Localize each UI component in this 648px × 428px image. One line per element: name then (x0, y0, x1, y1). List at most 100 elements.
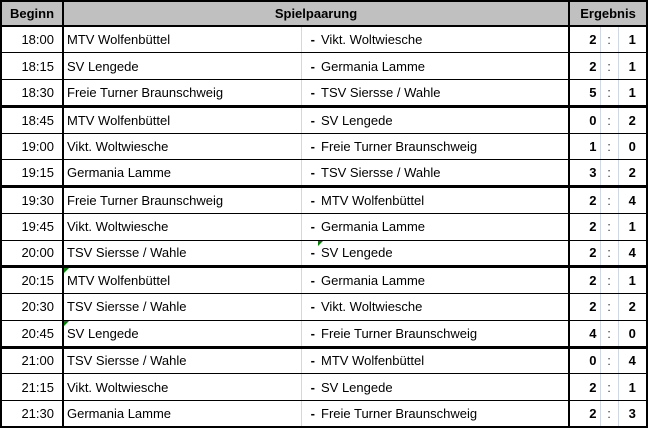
away-score-cell[interactable]: 1 (618, 26, 648, 54)
score-divider-cell[interactable]: : (600, 240, 619, 269)
match-time-cell[interactable]: 18:00 (1, 26, 64, 54)
score-divider-cell[interactable]: : (600, 213, 619, 241)
home-score-cell[interactable]: 5 (569, 79, 601, 108)
home-score-cell[interactable]: 2 (569, 400, 601, 428)
column-header-beginn[interactable]: Beginn (1, 1, 64, 27)
pairing-separator[interactable]: - (301, 240, 318, 269)
home-score-cell[interactable]: 2 (569, 52, 601, 80)
away-score-cell[interactable]: 1 (618, 52, 648, 80)
away-team-cell[interactable]: Freie Turner Braunschweig (318, 320, 571, 349)
away-score-cell[interactable]: 1 (618, 266, 648, 294)
away-team-cell[interactable]: Germania Lamme (318, 266, 571, 294)
match-time-cell[interactable]: 20:15 (1, 266, 64, 294)
home-score-cell[interactable]: 2 (569, 240, 601, 269)
match-time-cell[interactable]: 19:30 (1, 186, 64, 214)
home-score-cell[interactable]: 2 (569, 213, 601, 241)
away-team-cell[interactable]: SV Lengede (318, 106, 571, 134)
away-team-cell[interactable]: Germania Lamme (318, 52, 571, 80)
home-team-cell[interactable]: Vikt. Woltwiesche (63, 213, 302, 241)
pairing-separator[interactable]: - (301, 266, 318, 294)
home-team-cell[interactable]: SV Lengede (63, 52, 302, 80)
away-team-cell[interactable]: Vikt. Woltwiesche (318, 26, 571, 54)
home-team-cell[interactable]: MTV Wolfenbüttel (63, 266, 302, 294)
home-team-cell[interactable]: Vikt. Woltwiesche (63, 133, 302, 161)
pairing-separator[interactable]: - (301, 133, 318, 161)
away-score-cell[interactable]: 1 (618, 213, 648, 241)
pairing-separator[interactable]: - (301, 400, 318, 428)
pairing-separator[interactable]: - (301, 213, 318, 241)
home-team-cell[interactable]: MTV Wolfenbüttel (63, 26, 302, 54)
home-team-cell[interactable]: TSV Siersse / Wahle (63, 240, 302, 269)
pairing-separator[interactable]: - (301, 159, 318, 188)
home-team-cell[interactable]: MTV Wolfenbüttel (63, 106, 302, 134)
score-divider-cell[interactable]: : (600, 320, 619, 349)
match-time-cell[interactable]: 21:15 (1, 373, 64, 401)
away-score-cell[interactable]: 3 (618, 400, 648, 428)
home-score-cell[interactable]: 3 (569, 159, 601, 188)
score-divider-cell[interactable]: : (600, 400, 619, 428)
home-score-cell[interactable]: 2 (569, 186, 601, 214)
pairing-separator[interactable]: - (301, 52, 318, 80)
home-score-cell[interactable]: 0 (569, 106, 601, 134)
match-time-cell[interactable]: 19:15 (1, 159, 64, 188)
score-divider-cell[interactable]: : (600, 159, 619, 188)
away-team-cell[interactable]: MTV Wolfenbüttel (318, 347, 571, 375)
home-team-cell[interactable]: TSV Siersse / Wahle (63, 347, 302, 375)
away-score-cell[interactable]: 0 (618, 133, 648, 161)
home-team-cell[interactable]: Vikt. Woltwiesche (63, 373, 302, 401)
away-team-cell[interactable]: Vikt. Woltwiesche (318, 293, 571, 321)
away-team-cell[interactable]: Freie Turner Braunschweig (318, 133, 571, 161)
away-score-cell[interactable]: 0 (618, 320, 648, 349)
home-team-cell[interactable]: Germania Lamme (63, 400, 302, 428)
away-team-cell[interactable]: MTV Wolfenbüttel (318, 186, 571, 214)
home-score-cell[interactable]: 2 (569, 373, 601, 401)
match-time-cell[interactable]: 21:30 (1, 400, 64, 428)
pairing-separator[interactable]: - (301, 373, 318, 401)
match-time-cell[interactable]: 18:15 (1, 52, 64, 80)
pairing-separator[interactable]: - (301, 26, 318, 54)
away-score-cell[interactable]: 4 (618, 186, 648, 214)
home-team-cell[interactable]: Freie Turner Braunschweig (63, 186, 302, 214)
column-header-spielpaarung[interactable]: Spielpaarung (63, 1, 571, 27)
away-score-cell[interactable]: 2 (618, 106, 648, 134)
match-time-cell[interactable]: 19:45 (1, 213, 64, 241)
score-divider-cell[interactable]: : (600, 186, 619, 214)
away-score-cell[interactable]: 1 (618, 373, 648, 401)
home-score-cell[interactable]: 4 (569, 320, 601, 349)
pairing-separator[interactable]: - (301, 186, 318, 214)
home-team-cell[interactable]: TSV Siersse / Wahle (63, 293, 302, 321)
pairing-separator[interactable]: - (301, 320, 318, 349)
match-time-cell[interactable]: 18:45 (1, 106, 64, 134)
pairing-separator[interactable]: - (301, 106, 318, 134)
score-divider-cell[interactable]: : (600, 266, 619, 294)
score-divider-cell[interactable]: : (600, 26, 619, 54)
score-divider-cell[interactable]: : (600, 52, 619, 80)
away-score-cell[interactable]: 2 (618, 159, 648, 188)
match-time-cell[interactable]: 19:00 (1, 133, 64, 161)
home-score-cell[interactable]: 1 (569, 133, 601, 161)
away-score-cell[interactable]: 4 (618, 347, 648, 375)
away-team-cell[interactable]: SV Lengede (318, 373, 571, 401)
home-team-cell[interactable]: SV Lengede (63, 320, 302, 349)
score-divider-cell[interactable]: : (600, 106, 619, 134)
match-time-cell[interactable]: 21:00 (1, 347, 64, 375)
pairing-separator[interactable]: - (301, 79, 318, 108)
home-score-cell[interactable]: 2 (569, 293, 601, 321)
away-team-cell[interactable]: SV Lengede (318, 240, 571, 269)
match-time-cell[interactable]: 20:30 (1, 293, 64, 321)
match-time-cell[interactable]: 18:30 (1, 79, 64, 108)
away-team-cell[interactable]: Freie Turner Braunschweig (318, 400, 571, 428)
pairing-separator[interactable]: - (301, 293, 318, 321)
score-divider-cell[interactable]: : (600, 373, 619, 401)
score-divider-cell[interactable]: : (600, 293, 619, 321)
away-team-cell[interactable]: TSV Siersse / Wahle (318, 159, 571, 188)
home-score-cell[interactable]: 2 (569, 26, 601, 54)
score-divider-cell[interactable]: : (600, 79, 619, 108)
away-score-cell[interactable]: 1 (618, 79, 648, 108)
away-score-cell[interactable]: 4 (618, 240, 648, 269)
score-divider-cell[interactable]: : (600, 133, 619, 161)
away-team-cell[interactable]: TSV Siersse / Wahle (318, 79, 571, 108)
home-score-cell[interactable]: 0 (569, 347, 601, 375)
pairing-separator[interactable]: - (301, 347, 318, 375)
away-team-cell[interactable]: Germania Lamme (318, 213, 571, 241)
